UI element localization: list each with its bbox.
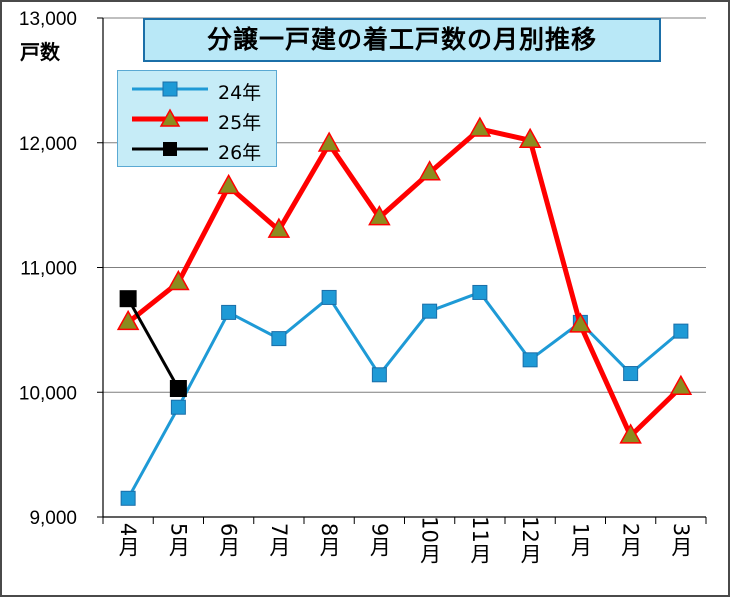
legend-label-26: 26年 — [218, 142, 262, 164]
data-point-1 — [669, 374, 693, 396]
x-tick-label: 1月 — [568, 523, 592, 558]
legend-item-25: 25年 — [118, 105, 278, 135]
series-line-2 — [126, 297, 180, 390]
chart-title: 分譲一戸建の着工戸数の月別推移 — [143, 18, 661, 62]
data-point-1 — [368, 205, 391, 226]
data-point-2 — [119, 290, 137, 308]
series-line-1 — [126, 126, 683, 439]
data-point-1 — [167, 269, 190, 291]
legend-swatch-25 — [132, 108, 208, 127]
data-point-0 — [271, 331, 287, 347]
data-point-1 — [217, 173, 240, 195]
data-point-1 — [418, 160, 441, 181]
x-tick-label: 8月 — [317, 523, 341, 558]
data-point-1 — [317, 131, 341, 152]
data-point-1 — [267, 217, 291, 238]
y-tick-label: 11,000 — [20, 259, 77, 280]
y-tick-label: 10,000 — [19, 383, 77, 404]
x-tick-label: 5月 — [166, 523, 190, 558]
y-axis-label: 戸数 — [20, 40, 61, 64]
y-tick-label: 12,000 — [19, 134, 77, 155]
data-point-0 — [522, 352, 538, 368]
data-point-0 — [623, 366, 639, 382]
legend-swatch-26 — [132, 142, 208, 156]
legend-item-24: 24年 — [118, 75, 278, 105]
data-point-1 — [116, 309, 140, 331]
data-point-0 — [422, 303, 438, 319]
axes — [97, 17, 707, 524]
y-tick-label: 13,000 — [19, 9, 77, 30]
y-tick-label: 9,000 — [29, 508, 77, 529]
legend-label-25: 25年 — [218, 112, 262, 134]
y-tick-labels: 9,000 10,000 11,000 12,000 13,000 — [19, 9, 77, 529]
data-point-0 — [170, 399, 186, 415]
x-tick-label: 2月 — [619, 523, 643, 558]
data-point-0 — [321, 289, 337, 305]
x-tick-labels: 4月 5月 6月 7月 8月 9月 10月 11月 12月 1月 2月 3月 — [116, 516, 693, 564]
x-tick-label: 10月 — [418, 516, 442, 564]
x-tick-label: 9月 — [367, 523, 391, 558]
legend-label-24: 24年 — [218, 82, 262, 104]
data-point-2 — [169, 380, 187, 398]
x-tick-label: 12月 — [518, 516, 542, 564]
data-point-1 — [468, 116, 492, 137]
legend-item-26: 26年 — [118, 135, 278, 165]
data-point-1 — [619, 423, 642, 444]
x-tick-label: 7月 — [267, 523, 291, 558]
legend-swatch-24 — [132, 81, 208, 97]
x-tick-label: 11月 — [468, 516, 492, 564]
x-tick-label: 3月 — [669, 523, 693, 558]
data-point-0 — [371, 367, 387, 383]
data-point-1 — [518, 127, 542, 149]
x-tick-label: 4月 — [116, 523, 140, 558]
data-point-1 — [569, 312, 592, 333]
x-tick-label: 6月 — [217, 523, 241, 558]
series-line-0 — [126, 290, 682, 500]
data-point-0 — [221, 304, 237, 320]
data-point-0 — [472, 284, 488, 300]
series-lines — [116, 116, 693, 506]
data-point-0 — [673, 323, 689, 339]
legend: 24年 25年 26年 — [117, 70, 277, 167]
data-point-0 — [120, 490, 136, 506]
